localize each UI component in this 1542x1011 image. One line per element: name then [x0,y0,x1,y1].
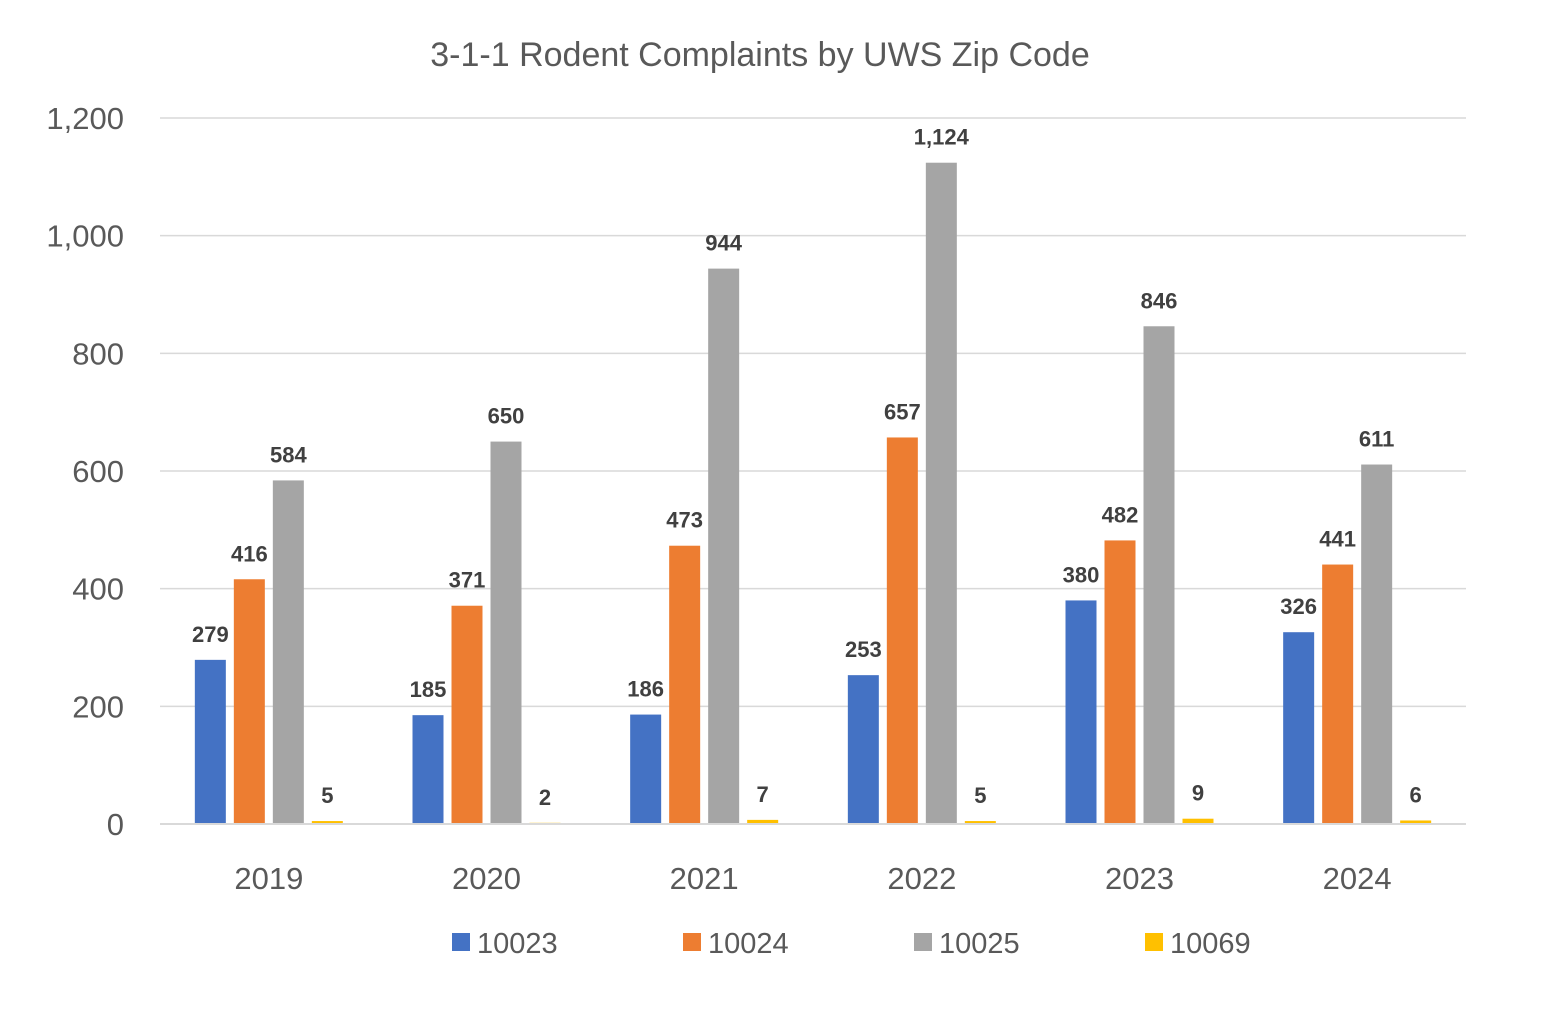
chart-title: 3-1-1 Rodent Complaints by UWS Zip Code [430,36,1090,74]
bar-10024-2024 [1322,564,1354,824]
data-label-10023-2023: 380 [1063,562,1100,587]
data-label-10023-2021: 186 [627,677,664,702]
bar-10023-2024 [1283,632,1315,824]
data-label-10024-2019: 416 [231,541,268,566]
bar-10023-2020 [412,715,444,824]
x-tick-label-2019: 2019 [234,861,303,896]
bar-10025-2020 [490,441,522,824]
x-axis: 2019 2020 2021 2022 2023 2024 [160,823,1466,896]
y-tick-label: 400 [72,572,124,607]
bar-10069-2019 [311,821,343,824]
data-label-10069-2022: 5 [974,783,986,808]
data-label-10023-2019: 279 [192,622,229,647]
y-tick-label: 200 [72,689,124,724]
data-label-10025-2021: 944 [705,231,742,256]
y-tick-label: 0 [107,807,124,842]
bar-10023-2023 [1065,600,1097,824]
data-label-10024-2022: 657 [884,399,921,424]
bar-10023-2021 [630,714,662,824]
legend-label-10023: 10023 [477,928,558,960]
legend-label-10025: 10025 [939,928,1020,960]
data-label-10025-2022: 1,124 [914,125,970,150]
data-label-10025-2024: 611 [1359,427,1395,452]
legend-swatch-10069 [1145,933,1163,951]
data-label-10069-2021: 7 [757,782,769,807]
bar-10025-2021 [708,268,740,824]
bar-10025-2024 [1361,464,1393,824]
bar-10069-2024 [1400,820,1432,824]
x-tick-label-2024: 2024 [1323,861,1392,896]
y-tick-label: 600 [72,454,124,489]
bar-10025-2022 [925,162,957,825]
bars [194,162,1432,825]
bar-10024-2023 [1104,540,1136,824]
data-label-10023-2020: 185 [410,677,447,702]
data-labels: 279 416 584 5 185 371 650 2 186 473 944 7 253 657 1,12… [192,125,1422,810]
data-label-10025-2019: 584 [270,442,307,467]
legend: 10023 10024 10025 10069 [452,928,1251,960]
bar-10069-2023 [1182,818,1214,824]
x-tick-label-2020: 2020 [452,861,521,896]
y-axis: 0 200 400 600 800 1,000 1,200 [46,101,124,842]
bar-10025-2023 [1143,326,1175,824]
x-tick-label-2022: 2022 [887,861,956,896]
bar-10069-2021 [747,819,779,824]
y-tick-label: 1,000 [46,219,124,254]
legend-swatch-10024 [683,933,701,951]
bar-10069-2022 [964,821,996,824]
bar-10024-2019 [233,579,265,824]
bar-10023-2022 [847,675,879,824]
data-label-10069-2024: 6 [1410,782,1422,807]
y-tick-label: 1,200 [46,101,124,136]
data-label-10023-2022: 253 [845,637,882,662]
legend-label-10069: 10069 [1170,928,1251,960]
y-tick-label: 800 [72,336,124,371]
data-label-10069-2019: 5 [321,783,333,808]
data-label-10025-2023: 846 [1141,288,1178,313]
data-label-10069-2020: 2 [539,785,551,810]
bar-10024-2021 [669,545,701,824]
x-tick-label-2021: 2021 [670,861,739,896]
bar-10024-2020 [451,605,483,824]
data-label-10025-2020: 650 [488,404,525,429]
legend-label-10024: 10024 [708,928,789,960]
data-label-10024-2023: 482 [1102,502,1139,527]
data-label-10069-2023: 9 [1192,781,1204,806]
data-label-10023-2024: 326 [1280,594,1317,619]
data-label-10024-2021: 473 [666,508,703,533]
x-tick-label-2023: 2023 [1105,861,1174,896]
bar-10023-2019 [194,659,226,824]
data-label-10024-2024: 441 [1319,527,1356,552]
gridlines [160,117,1466,825]
bar-10025-2019 [272,480,304,824]
data-label-10024-2020: 371 [449,568,486,593]
bar-10024-2022 [886,437,918,824]
legend-swatch-10023 [452,933,470,951]
legend-swatch-10025 [914,933,932,951]
